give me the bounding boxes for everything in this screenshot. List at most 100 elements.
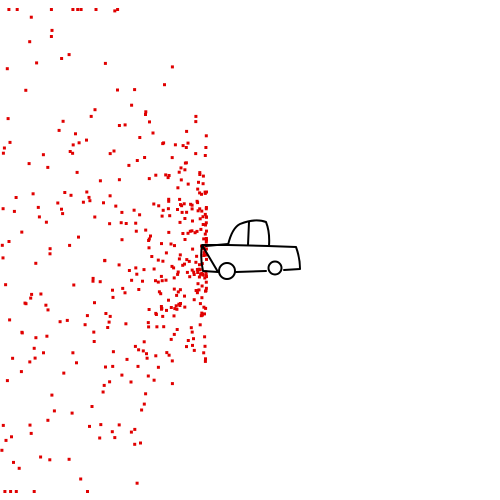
particle xyxy=(166,207,170,211)
particle xyxy=(160,214,164,218)
particle xyxy=(194,114,198,118)
particle xyxy=(138,136,142,139)
particle xyxy=(203,154,207,157)
particle xyxy=(93,215,97,219)
particle xyxy=(167,230,171,234)
particle xyxy=(135,159,139,162)
particle xyxy=(68,243,72,247)
particle xyxy=(104,312,108,315)
particle xyxy=(85,138,88,142)
particle xyxy=(127,163,131,167)
particle xyxy=(61,119,65,123)
particle xyxy=(201,223,205,226)
particle xyxy=(178,253,182,257)
particle xyxy=(205,257,208,261)
particle xyxy=(198,302,202,306)
particle xyxy=(137,348,141,352)
particle xyxy=(162,325,166,329)
particle xyxy=(49,8,53,11)
particle xyxy=(160,279,164,283)
particle xyxy=(14,196,18,199)
car-front-wheel xyxy=(267,260,283,276)
particle xyxy=(63,191,67,194)
particle xyxy=(129,430,133,434)
particle xyxy=(204,247,208,251)
particle xyxy=(42,351,45,355)
particle xyxy=(107,320,111,324)
particle xyxy=(204,273,208,277)
particle xyxy=(183,168,187,172)
particle xyxy=(196,209,200,213)
particle xyxy=(8,140,12,144)
particle xyxy=(198,207,202,211)
particle xyxy=(198,171,202,175)
particle xyxy=(185,258,189,262)
particle xyxy=(10,435,13,439)
particle xyxy=(196,282,200,286)
particle xyxy=(24,88,28,92)
particle xyxy=(20,230,24,234)
particle xyxy=(204,253,208,257)
particle xyxy=(60,57,64,60)
particle xyxy=(74,132,77,136)
particle xyxy=(37,215,41,219)
particle xyxy=(160,242,163,246)
particle xyxy=(180,204,184,208)
particle xyxy=(183,262,186,266)
particle xyxy=(147,246,151,250)
particle xyxy=(114,204,118,208)
particle xyxy=(179,302,182,305)
particle xyxy=(205,275,208,279)
particle xyxy=(71,151,75,155)
particle xyxy=(61,212,65,216)
particle xyxy=(172,266,176,270)
particle xyxy=(176,272,180,276)
particle xyxy=(173,244,176,248)
particle xyxy=(167,197,171,201)
particle xyxy=(200,284,204,288)
particle xyxy=(106,326,110,329)
particle xyxy=(160,306,164,310)
particle xyxy=(164,251,168,255)
particle xyxy=(194,289,198,292)
particle xyxy=(29,15,33,19)
particle xyxy=(204,357,207,361)
particle xyxy=(133,344,137,348)
particle xyxy=(68,150,72,153)
particle xyxy=(91,276,95,280)
particle xyxy=(27,162,31,166)
particle xyxy=(45,334,49,338)
particle xyxy=(1,256,5,260)
particle xyxy=(194,120,198,124)
particle xyxy=(204,221,208,225)
particle xyxy=(88,199,92,203)
particle xyxy=(125,357,129,361)
particle xyxy=(201,182,205,186)
particle xyxy=(152,378,156,382)
particle xyxy=(17,466,21,470)
particle xyxy=(204,134,208,138)
particle xyxy=(9,490,13,493)
particle xyxy=(134,221,138,225)
particle xyxy=(46,165,50,169)
particle xyxy=(191,343,194,347)
particle xyxy=(129,380,133,384)
particle xyxy=(184,146,188,149)
particle xyxy=(203,359,207,363)
particle xyxy=(20,331,24,335)
particle xyxy=(167,174,171,177)
particle xyxy=(98,280,102,284)
particle xyxy=(191,219,194,223)
particle xyxy=(159,305,163,308)
particle xyxy=(195,268,199,271)
particle xyxy=(194,260,198,264)
particle xyxy=(177,257,181,261)
particle xyxy=(144,110,148,114)
particle xyxy=(90,405,94,408)
particle xyxy=(195,254,199,258)
particle xyxy=(179,178,183,182)
particle xyxy=(133,442,137,446)
particle xyxy=(183,294,186,298)
particle xyxy=(189,202,193,206)
particle xyxy=(172,287,176,291)
